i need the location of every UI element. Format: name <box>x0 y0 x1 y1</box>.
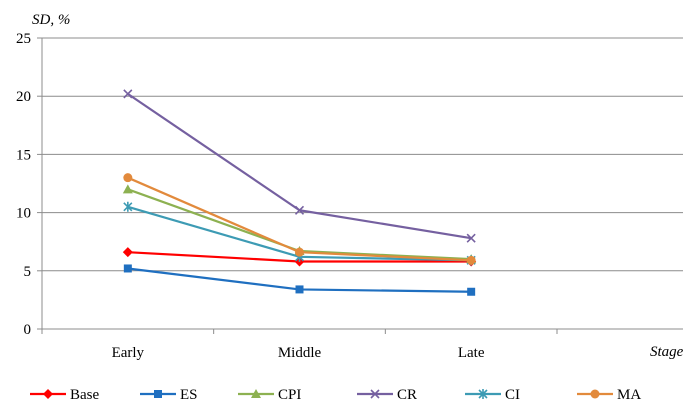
x-tick-labels: Early Middle Late <box>112 345 485 361</box>
legend-item-ci: CI <box>465 387 520 403</box>
legend-label-ci: CI <box>505 387 520 403</box>
legend-marker-ci <box>478 389 488 399</box>
y-axis-title: SD, % <box>32 12 70 28</box>
x-tick-label-0: Early <box>112 345 145 361</box>
legend-marker-base <box>43 389 53 399</box>
legend-label-es: ES <box>180 387 198 403</box>
data-point-cpi-0 <box>122 184 133 194</box>
legend: Base ES CPI CR CI MA <box>30 387 641 403</box>
y-tick-label-3: 15 <box>16 147 31 163</box>
legend-marker-ma <box>590 389 600 399</box>
series-group <box>122 89 477 296</box>
data-point-es-2 <box>467 287 476 296</box>
legend-marker-cr <box>370 389 380 399</box>
legend-item-cpi: CPI <box>238 387 301 403</box>
data-point-cr-0 <box>123 89 133 99</box>
data-point-base-0 <box>122 247 133 258</box>
y-tick-label-1: 5 <box>24 264 32 280</box>
data-point-cr-2 <box>466 233 476 243</box>
y-tick-label-4: 20 <box>16 89 31 105</box>
axes <box>37 37 683 334</box>
x-tick-label-2: Late <box>458 345 485 361</box>
data-point-es-1 <box>295 285 304 294</box>
legend-marker-cpi <box>251 389 261 398</box>
y-tick-label-2: 10 <box>16 206 31 222</box>
legend-label-cpi: CPI <box>278 387 301 403</box>
data-point-ma-2 <box>466 255 476 265</box>
series-ma <box>123 173 476 265</box>
y-tick-label-5: 25 <box>16 31 31 47</box>
legend-item-ma: MA <box>577 387 641 403</box>
legend-label-ma: MA <box>617 387 641 403</box>
data-point-cr-1 <box>294 205 305 215</box>
gridlines <box>42 37 683 272</box>
legend-marker-es <box>154 390 162 398</box>
y-tick-label-0: 0 <box>24 322 32 338</box>
data-point-es-0 <box>123 264 132 273</box>
x-axis-title: Stage <box>650 344 684 360</box>
legend-item-es: ES <box>140 387 198 403</box>
y-tick-labels: 0 5 10 15 20 25 <box>16 31 31 338</box>
legend-item-cr: CR <box>357 387 417 403</box>
data-point-ma-1 <box>295 247 304 257</box>
data-point-ci-0 <box>123 201 133 212</box>
series-cr <box>123 89 476 243</box>
x-tick-label-1: Middle <box>278 345 322 361</box>
data-point-ma-0 <box>123 173 133 183</box>
legend-label-cr: CR <box>397 387 417 403</box>
series-es <box>123 264 476 296</box>
legend-item-base: Base <box>30 387 100 403</box>
legend-label-base: Base <box>70 387 100 403</box>
series-line-cr <box>127 92 472 240</box>
